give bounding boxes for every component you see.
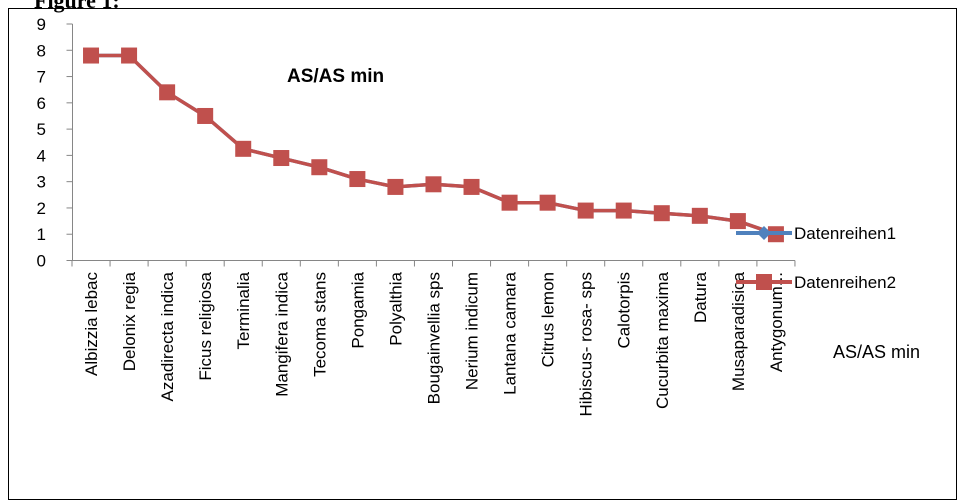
data-point-square <box>121 47 138 64</box>
x-tick-label: Musaparadisica <box>729 271 748 391</box>
x-tick-label: Lantana camara <box>501 271 520 394</box>
x-tick-label: Cucurbita maxima <box>653 271 672 409</box>
legend-marker-diamond <box>757 226 771 240</box>
y-tick-label: 2 <box>37 199 46 218</box>
y-tick-label: 9 <box>37 15 46 34</box>
x-tick-label: Bougainvellia sps <box>424 272 443 404</box>
figure-caption: Figure 1: <box>34 0 120 13</box>
x-tick-label: Datura <box>691 271 710 323</box>
x-tick-label: Antygonum... <box>767 272 786 372</box>
x-axis: Albizzia lebac Delonix regia Azadirecta in… <box>71 260 796 417</box>
data-point-square <box>425 176 442 193</box>
series-line <box>91 53 777 236</box>
x-tick-label: Mangifera indica <box>272 271 291 396</box>
data-point-square <box>311 159 328 176</box>
data-point-square <box>577 202 594 219</box>
data-point-square <box>197 107 214 124</box>
legend: Datenreihen1 Datenreihen2 <box>736 224 896 292</box>
y-tick-label: 1 <box>37 225 46 244</box>
y-axis: 0 1 2 3 4 5 6 7 8 9 <box>37 15 73 271</box>
data-point-square <box>729 213 746 230</box>
x-axis-title: AS/AS min <box>833 342 920 362</box>
series-Datenreihen2 <box>83 47 784 243</box>
y-tick-label: 6 <box>37 94 46 113</box>
legend-marker-square <box>756 274 772 290</box>
data-point-square <box>159 84 176 101</box>
legend-label: Datenreihen2 <box>794 273 896 292</box>
x-tick-label: Hibiscus- rosa- sps <box>577 272 596 417</box>
chart-border <box>8 8 957 500</box>
y-tick-label: 5 <box>37 120 46 139</box>
data-point-square <box>539 194 556 211</box>
data-point-square <box>273 150 290 167</box>
data-point-square <box>235 140 252 157</box>
x-tick-label: Polyalthia <box>386 271 405 345</box>
y-tick-label: 7 <box>37 68 46 87</box>
x-tick-label: Tecoma stans <box>310 272 329 377</box>
y-tick-label: 4 <box>37 146 46 165</box>
x-tick-label: Delonix regia <box>120 271 139 371</box>
y-tick-label: 0 <box>37 252 46 271</box>
legend-item: Datenreihen2 <box>736 273 896 292</box>
x-tick-label: Azadirecta indica <box>158 271 177 401</box>
x-tick-label: Calotorpis <box>615 272 634 349</box>
data-point-square <box>463 178 480 195</box>
data-point-square <box>83 47 100 64</box>
y-tick-label: 8 <box>37 41 46 60</box>
series-Datenreihen1 <box>84 48 783 242</box>
x-tick-label: Terminalia <box>234 271 253 349</box>
legend-label: Datenreihen1 <box>794 224 896 243</box>
x-tick-label: Pongamia <box>348 271 367 348</box>
data-point-square <box>387 178 404 195</box>
data-point-square <box>349 171 366 188</box>
legend-item: Datenreihen1 <box>736 224 896 243</box>
x-tick-label: Albizzia lebac <box>82 272 101 376</box>
series-line <box>91 53 777 236</box>
data-point-square <box>501 194 518 211</box>
y-tick-label: 3 <box>37 173 46 192</box>
series-layer <box>83 47 784 243</box>
chart-title: AS/AS min <box>287 66 384 87</box>
x-tick-label: Nerium indicum <box>463 272 482 390</box>
x-tick-label: Ficus religiosa <box>196 271 215 380</box>
data-point-square <box>691 207 708 224</box>
data-point-square <box>615 202 632 219</box>
x-tick-label: Citrus lemon <box>539 272 558 367</box>
data-point-square <box>653 205 670 222</box>
